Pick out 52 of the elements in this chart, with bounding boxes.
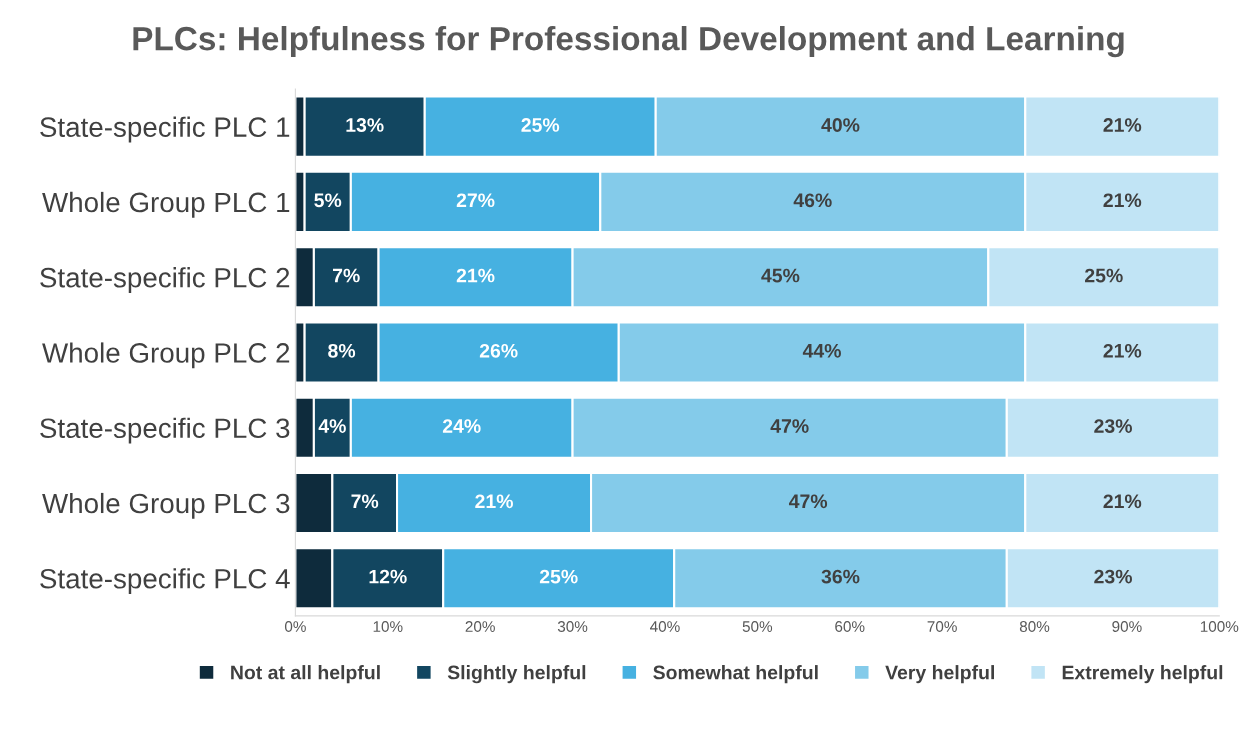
x-tick-label: 70% xyxy=(927,621,957,632)
data-label: 21% xyxy=(1103,494,1142,509)
data-label: 23% xyxy=(1094,419,1132,433)
x-tick-label: 90% xyxy=(1112,621,1142,632)
x-tick-label: 80% xyxy=(1019,621,1050,632)
legend-label: Slightly helpful xyxy=(447,665,586,684)
x-tick-label: 20% xyxy=(465,621,495,632)
y-tick-label: State-specific PLC 3 xyxy=(40,417,290,444)
data-label: 36% xyxy=(821,569,860,584)
data-label: 13% xyxy=(346,118,384,132)
x-tick-label: 50% xyxy=(742,621,773,632)
data-label: 7% xyxy=(351,494,379,509)
chart-title: PLCs: Helpfulness for Professional Development and Learning xyxy=(133,25,1124,58)
data-label: 23% xyxy=(1094,569,1132,584)
data-label: 21% xyxy=(475,494,513,509)
data-label: 4% xyxy=(318,419,346,433)
data-label: 26% xyxy=(479,343,518,358)
y-tick-label: State-specific PLC 2 xyxy=(40,267,290,294)
data-label: 21% xyxy=(1103,343,1142,358)
x-tick-label: 60% xyxy=(835,621,865,632)
x-tick-label: 40% xyxy=(650,621,680,632)
data-label: 47% xyxy=(788,494,828,509)
y-tick-label: State-specific PLC 4 xyxy=(40,568,290,595)
data-label: 12% xyxy=(369,569,407,584)
data-label: 8% xyxy=(328,343,356,358)
x-tick-label: 10% xyxy=(373,621,403,632)
data-label: 25% xyxy=(521,118,560,132)
x-tick-label: 30% xyxy=(557,621,588,632)
data-label: 46% xyxy=(793,193,832,208)
legend-label: Somewhat helpful xyxy=(653,665,818,684)
data-label: 25% xyxy=(1085,268,1123,283)
data-label: 21% xyxy=(456,268,495,283)
data-label: 47% xyxy=(770,419,809,433)
data-label: 21% xyxy=(1103,118,1142,132)
data-label: 44% xyxy=(802,343,841,358)
data-label: 7% xyxy=(332,268,360,283)
y-tick-label: State-specific PLC 1 xyxy=(40,116,290,143)
legend-label: Extremely helpful xyxy=(1062,665,1223,684)
legend-label: Very helpful xyxy=(885,665,994,684)
y-tick-label: Whole Group PLC 2 xyxy=(42,342,290,369)
data-label: 21% xyxy=(1103,193,1142,208)
y-tick-label: Whole Group PLC 1 xyxy=(42,191,290,218)
data-label: 40% xyxy=(821,118,860,132)
x-tick-label: 100% xyxy=(1200,621,1239,632)
data-label: 45% xyxy=(761,268,800,283)
x-tick-label: 0% xyxy=(284,621,306,632)
data-label: 25% xyxy=(539,569,578,584)
y-tick-label: Whole Group PLC 3 xyxy=(42,492,290,519)
data-label: 27% xyxy=(456,193,495,208)
legend-label: Not at all helpful xyxy=(231,665,380,684)
data-label: 24% xyxy=(442,419,481,433)
data-label: 5% xyxy=(314,193,342,208)
